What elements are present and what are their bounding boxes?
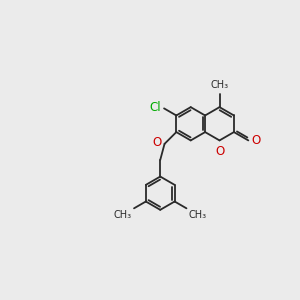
Text: O: O: [152, 136, 162, 149]
Text: O: O: [251, 134, 260, 147]
Text: CH₃: CH₃: [114, 210, 132, 220]
Text: Cl: Cl: [150, 101, 161, 114]
Text: CH₃: CH₃: [189, 210, 207, 220]
Text: O: O: [215, 145, 224, 158]
Text: CH₃: CH₃: [211, 80, 229, 90]
